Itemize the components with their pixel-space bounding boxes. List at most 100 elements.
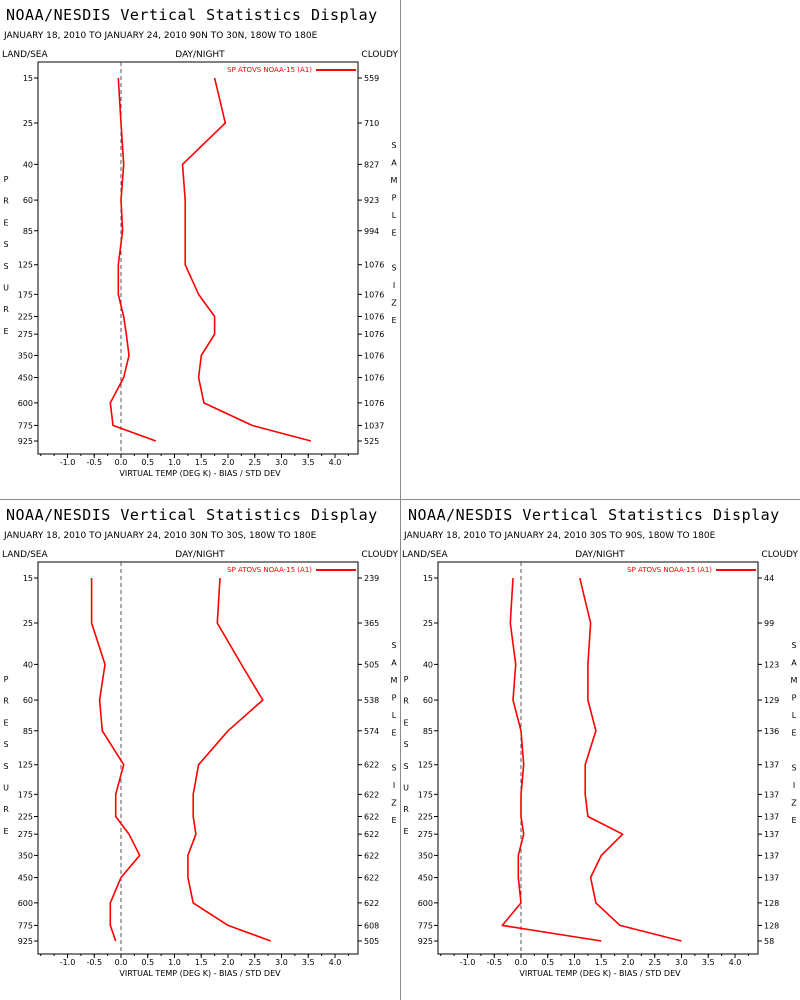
x-tick-label: 0.5 <box>141 958 154 967</box>
header-land-sea: LAND/SEA <box>402 550 448 560</box>
pressure-level-label: 25 <box>23 119 33 128</box>
pressure-level-label: 15 <box>23 74 33 83</box>
x-tick-label: -0.5 <box>486 958 502 967</box>
sample-size-label: 1076 <box>364 290 384 299</box>
vertical-stats-panel-90n-30n: NOAA/NESDIS Vertical Statistics Display … <box>0 0 400 500</box>
pressure-level-label: 925 <box>18 437 33 446</box>
sample-size-label: 1076 <box>364 330 384 339</box>
pressure-level-label: 350 <box>418 851 433 860</box>
y-axis-label-left-char: E <box>3 218 8 227</box>
x-tick-label: 2.5 <box>248 458 261 467</box>
y-axis-label-right-char: I <box>393 781 395 790</box>
y-axis-label-left-char: P <box>4 175 9 184</box>
pressure-level-label: 450 <box>18 374 33 383</box>
y-axis-label-left-char: P <box>404 675 409 684</box>
y-axis-label-left-char: R <box>403 697 409 706</box>
y-axis-label-left-char: S <box>3 262 8 271</box>
y-axis-label-right-char: E <box>391 229 396 238</box>
sample-size-label: 123 <box>764 660 779 669</box>
x-tick-label: 0.5 <box>541 958 554 967</box>
pressure-level-label: 60 <box>23 696 33 705</box>
y-axis-label-right-char: L <box>792 711 797 720</box>
sample-size-label: 1076 <box>364 351 384 360</box>
y-axis-label-right-char: E <box>391 316 396 325</box>
y-axis-label-left-char: E <box>403 718 408 727</box>
x-tick-label: 4.0 <box>329 958 342 967</box>
pressure-level-label: 925 <box>18 937 33 946</box>
sample-size-label: 137 <box>764 761 779 770</box>
y-axis-label-right-char: E <box>391 729 396 738</box>
y-axis-label-right-char: S <box>391 264 396 273</box>
chart-title: NOAA/NESDIS Vertical Statistics Display <box>408 506 780 524</box>
sample-size-label: 99 <box>764 619 774 628</box>
x-tick-label: 1.5 <box>595 958 608 967</box>
pressure-level-label: 350 <box>18 351 33 360</box>
sample-size-label: 505 <box>364 937 379 946</box>
y-axis-label-right-char: P <box>392 194 397 203</box>
sample-size-label: 622 <box>364 790 379 799</box>
sample-size-label: 622 <box>364 830 379 839</box>
y-axis-label-right-char: I <box>393 281 395 290</box>
y-axis-label-right-char: A <box>791 659 797 668</box>
x-tick-label: 1.0 <box>168 458 181 467</box>
y-axis-label-left-char: S <box>403 740 408 749</box>
x-tick-label: 2.0 <box>222 958 235 967</box>
pressure-level-label: 40 <box>23 160 33 169</box>
x-tick-label: 1.0 <box>168 958 181 967</box>
sample-size-label: 710 <box>364 119 379 128</box>
x-axis-label: VIRTUAL TEMP (DEG K) - BIAS / STD DEV <box>519 969 681 978</box>
x-tick-label: 1.5 <box>195 958 208 967</box>
sample-size-label: 622 <box>364 899 379 908</box>
y-axis-label-right-char: Z <box>391 799 397 808</box>
y-axis-label-right-char: S <box>391 641 396 650</box>
y-axis-label-left-char: U <box>3 784 9 793</box>
chart-svg: NOAA/NESDIS Vertical Statistics Display … <box>402 506 798 978</box>
header-cloudy: CLOUDY <box>761 550 798 560</box>
pressure-level-label: 175 <box>418 790 433 799</box>
sample-size-label: 365 <box>364 619 379 628</box>
sample-size-label: 129 <box>764 696 779 705</box>
y-axis-label-left-char: S <box>3 740 8 749</box>
y-axis-label-right-char: E <box>391 816 396 825</box>
legend-label: SP ATOVS NOAA-15 (A1) <box>627 566 712 574</box>
sample-size-label: 44 <box>764 574 774 583</box>
plot-layer: -1.0 -0.5 0.0 0.5 1.0 1.5 2.0 2.5 3.0 3.5 4.0 15 44 2… <box>403 562 798 967</box>
y-axis-label-right-char: Z <box>791 799 797 808</box>
pressure-level-label: 175 <box>18 290 33 299</box>
pressure-level-label: 225 <box>18 812 33 821</box>
chart-svg: NOAA/NESDIS Vertical Statistics Display … <box>2 6 398 478</box>
plot-layer: -1.0 -0.5 0.0 0.5 1.0 1.5 2.0 2.5 3.0 3.5 4.0 15 559… <box>3 62 398 467</box>
x-tick-label: 1.0 <box>568 958 581 967</box>
pressure-level-label: 25 <box>23 619 33 628</box>
y-axis-label-left-char: S <box>3 240 8 249</box>
sample-size-label: 128 <box>764 899 779 908</box>
sample-size-label: 538 <box>364 696 379 705</box>
x-tick-label: 2.0 <box>222 458 235 467</box>
pressure-level-label: 275 <box>18 330 33 339</box>
y-axis-label-left-char: R <box>3 305 9 314</box>
y-axis-label-right-char: S <box>391 141 396 150</box>
x-tick-label: 0.0 <box>115 458 128 467</box>
pressure-level-label: 775 <box>18 921 33 930</box>
x-tick-label: 4.0 <box>329 458 342 467</box>
std-dev-series-line <box>181 77 312 442</box>
pressure-level-label: 600 <box>18 899 33 908</box>
pressure-level-label: 600 <box>418 899 433 908</box>
pressure-level-label: 450 <box>18 874 33 883</box>
pressure-level-label: 175 <box>18 790 33 799</box>
y-axis-label-right-char: M <box>391 676 398 685</box>
vertical-stats-panel-30n-30s: NOAA/NESDIS Vertical Statistics Display … <box>0 500 400 1000</box>
pressure-level-label: 775 <box>18 421 33 430</box>
sample-size-label: 622 <box>364 874 379 883</box>
x-tick-label: -1.0 <box>460 958 476 967</box>
x-tick-label: -1.0 <box>60 458 76 467</box>
legend-label: SP ATOVS NOAA-15 (A1) <box>227 66 312 74</box>
header-day-night: DAY/NIGHT <box>175 50 225 60</box>
sample-size-label: 137 <box>764 851 779 860</box>
x-tick-label: 3.5 <box>302 458 315 467</box>
sample-size-label: 1076 <box>364 399 384 408</box>
y-axis-label-right-char: L <box>392 711 397 720</box>
pressure-level-label: 275 <box>18 830 33 839</box>
y-axis-label-right-char: A <box>391 659 397 668</box>
legend-label: SP ATOVS NOAA-15 (A1) <box>227 566 312 574</box>
